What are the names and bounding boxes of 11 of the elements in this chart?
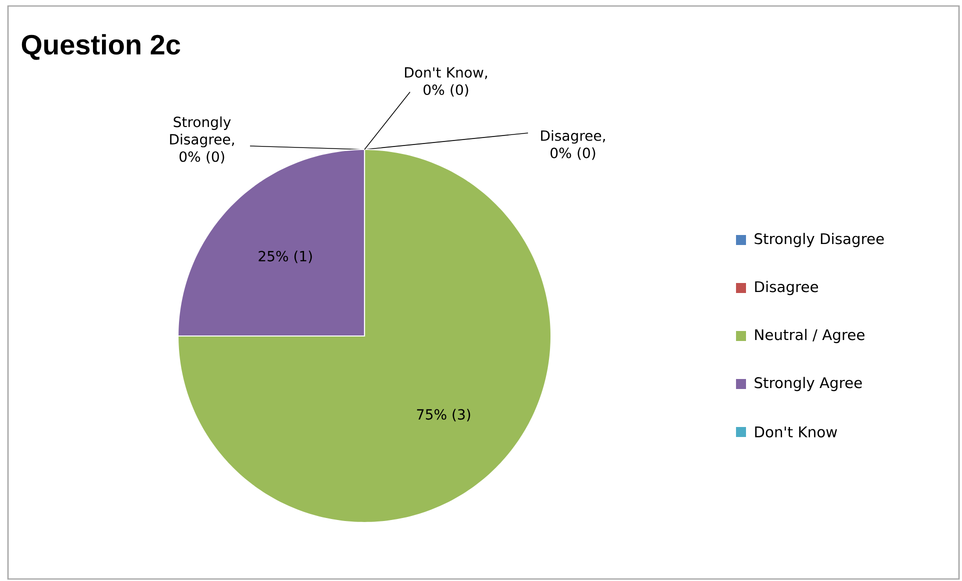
text: Disagree, 0% (0) <box>541 130 605 160</box>
legend-label: Neutral / Agree <box>755 328 864 344</box>
data-label: 25% (1) <box>258 250 312 264</box>
legend-label: Disagree <box>755 280 818 296</box>
legend-label: Strongly Agree <box>754 376 862 392</box>
text: Strongly Disagree, 0% (0) <box>170 116 234 164</box>
chart-title: Question 2c <box>22 34 180 60</box>
legend-label: Strongly Disagree <box>754 232 884 248</box>
text: Don't Know, 0% (0) <box>405 67 488 97</box>
data-label: 75% (3) <box>417 408 470 422</box>
legend-label: Don't Know <box>755 426 837 438</box>
